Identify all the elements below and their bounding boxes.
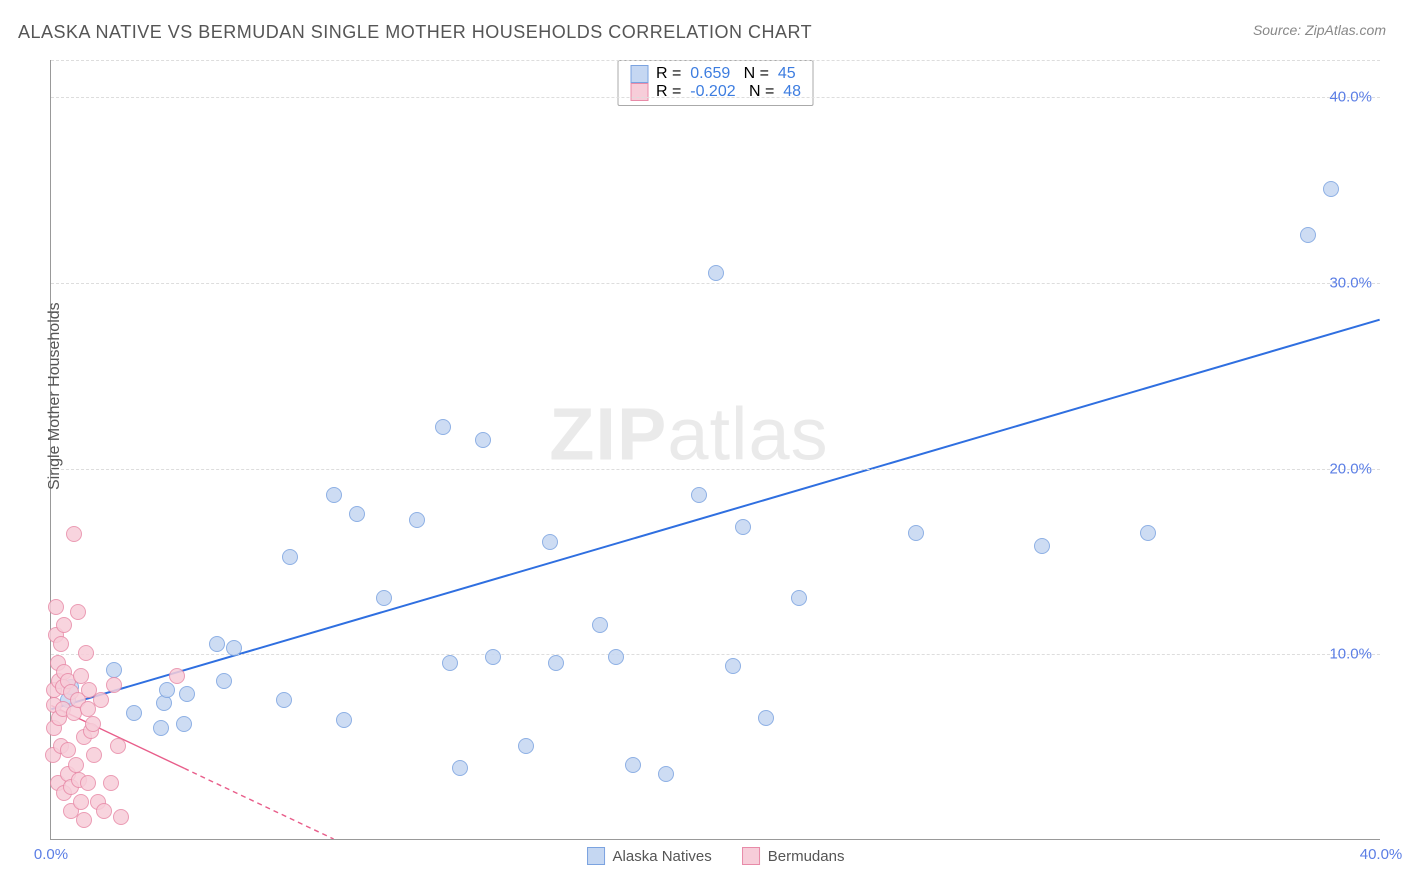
data-point — [518, 738, 534, 754]
scatter-plot-area: Single Mother Households ZIPatlas R = 0.… — [50, 60, 1380, 840]
stats-text: R = -0.202 N = 48 — [656, 83, 801, 101]
data-point — [625, 757, 641, 773]
stats-row: R = 0.659 N = 45 — [630, 65, 801, 83]
series-swatch — [630, 65, 648, 83]
data-point — [485, 649, 501, 665]
data-point — [452, 760, 468, 776]
data-point — [106, 677, 122, 693]
legend-label: Alaska Natives — [613, 848, 712, 865]
data-point — [1323, 181, 1339, 197]
data-point — [60, 742, 76, 758]
y-tick-label: 10.0% — [1329, 646, 1372, 663]
data-point — [78, 645, 94, 661]
data-point — [758, 710, 774, 726]
data-point — [113, 809, 129, 825]
data-point — [442, 655, 458, 671]
data-point — [86, 747, 102, 763]
data-point — [76, 812, 92, 828]
gridline — [51, 469, 1380, 470]
data-point — [735, 519, 751, 535]
data-point — [179, 686, 195, 702]
data-point — [548, 655, 564, 671]
data-point — [216, 673, 232, 689]
gridline — [51, 654, 1380, 655]
series-swatch — [630, 83, 648, 101]
data-point — [349, 506, 365, 522]
legend-swatch — [742, 847, 760, 865]
data-point — [1034, 538, 1050, 554]
data-point — [176, 716, 192, 732]
data-point — [276, 692, 292, 708]
data-point — [73, 794, 89, 810]
data-point — [169, 668, 185, 684]
data-point — [106, 662, 122, 678]
data-point — [68, 757, 84, 773]
trend-lines — [51, 60, 1380, 839]
data-point — [159, 682, 175, 698]
data-point — [226, 640, 242, 656]
data-point — [73, 668, 89, 684]
data-point — [282, 549, 298, 565]
y-tick-label: 20.0% — [1329, 460, 1372, 477]
data-point — [725, 658, 741, 674]
data-point — [209, 636, 225, 652]
data-point — [608, 649, 624, 665]
data-point — [475, 432, 491, 448]
data-point — [336, 712, 352, 728]
data-point — [409, 512, 425, 528]
data-point — [658, 766, 674, 782]
data-point — [908, 525, 924, 541]
x-tick-label: 40.0% — [1360, 846, 1403, 863]
data-point — [376, 590, 392, 606]
gridline — [51, 60, 1380, 61]
y-tick-label: 40.0% — [1329, 89, 1372, 106]
gridline — [51, 283, 1380, 284]
data-point — [103, 775, 119, 791]
data-point — [66, 526, 82, 542]
data-point — [96, 803, 112, 819]
data-point — [592, 617, 608, 633]
watermark: ZIPatlas — [549, 391, 828, 476]
stats-text: R = 0.659 N = 45 — [656, 65, 796, 83]
series-legend: Alaska Natives Bermudans — [587, 847, 845, 865]
legend-swatch — [587, 847, 605, 865]
x-tick-label: 0.0% — [34, 846, 68, 863]
y-tick-label: 30.0% — [1329, 274, 1372, 291]
data-point — [53, 636, 69, 652]
data-point — [48, 599, 64, 615]
legend-item: Alaska Natives — [587, 847, 712, 865]
data-point — [70, 604, 86, 620]
data-point — [1140, 525, 1156, 541]
data-point — [791, 590, 807, 606]
data-point — [80, 775, 96, 791]
data-point — [1300, 227, 1316, 243]
data-point — [126, 705, 142, 721]
stats-row: R = -0.202 N = 48 — [630, 83, 801, 101]
data-point — [110, 738, 126, 754]
data-point — [435, 419, 451, 435]
correlation-stats-box: R = 0.659 N = 45R = -0.202 N = 48 — [617, 60, 814, 106]
data-point — [93, 692, 109, 708]
data-point — [56, 617, 72, 633]
data-point — [691, 487, 707, 503]
source-attribution: Source: ZipAtlas.com — [1253, 22, 1386, 38]
chart-title: ALASKA NATIVE VS BERMUDAN SINGLE MOTHER … — [18, 22, 812, 43]
data-point — [542, 534, 558, 550]
legend-label: Bermudans — [768, 848, 845, 865]
data-point — [708, 265, 724, 281]
gridline — [51, 97, 1380, 98]
legend-item: Bermudans — [742, 847, 845, 865]
data-point — [153, 720, 169, 736]
y-axis-label: Single Mother Households — [46, 302, 64, 490]
data-point — [85, 716, 101, 732]
data-point — [326, 487, 342, 503]
